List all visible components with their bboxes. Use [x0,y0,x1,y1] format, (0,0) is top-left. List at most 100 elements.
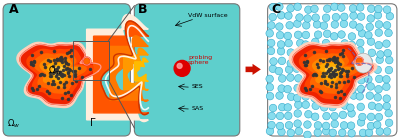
Circle shape [302,93,310,100]
Circle shape [266,30,274,37]
Circle shape [375,29,382,36]
Circle shape [359,129,367,137]
Circle shape [276,92,283,99]
Circle shape [287,74,294,81]
Circle shape [323,112,330,120]
Circle shape [332,13,340,21]
Circle shape [278,11,285,19]
Circle shape [322,14,330,22]
Circle shape [357,13,365,20]
Text: probing
sphere: probing sphere [188,55,212,65]
Circle shape [287,93,295,101]
Circle shape [324,5,331,12]
Polygon shape [20,44,101,105]
Circle shape [277,41,285,48]
Circle shape [356,39,364,47]
Circle shape [347,122,355,129]
Circle shape [376,128,384,135]
Circle shape [338,31,345,38]
Circle shape [305,111,312,118]
Circle shape [331,3,338,11]
Circle shape [285,39,292,47]
Polygon shape [306,54,359,93]
Circle shape [341,102,349,109]
Polygon shape [47,63,72,81]
Polygon shape [357,59,362,64]
Circle shape [285,12,292,19]
Circle shape [338,4,345,11]
Circle shape [287,129,295,137]
Circle shape [383,102,390,110]
Circle shape [340,122,348,129]
Circle shape [311,95,318,102]
Circle shape [276,122,284,130]
Polygon shape [300,49,366,99]
Circle shape [269,65,277,73]
Circle shape [374,121,381,129]
Polygon shape [355,57,363,65]
Circle shape [374,11,382,19]
Circle shape [385,119,393,127]
Circle shape [302,31,310,39]
Polygon shape [110,36,148,101]
Circle shape [320,104,328,111]
Circle shape [320,22,328,29]
Circle shape [376,56,384,64]
Circle shape [177,63,182,68]
Circle shape [340,20,348,28]
Circle shape [305,6,312,14]
Circle shape [293,65,300,72]
Polygon shape [40,59,79,87]
Polygon shape [290,42,377,108]
Polygon shape [83,57,91,65]
Circle shape [276,3,283,10]
Circle shape [383,22,391,29]
Circle shape [349,86,356,93]
Circle shape [294,110,302,117]
Circle shape [375,104,382,111]
Circle shape [329,103,336,111]
Circle shape [357,85,365,93]
Circle shape [304,131,311,138]
Circle shape [384,49,392,57]
Polygon shape [34,54,86,93]
Circle shape [266,83,274,91]
Circle shape [270,58,277,65]
Circle shape [270,3,277,11]
Circle shape [295,75,302,82]
Circle shape [368,102,376,110]
Circle shape [366,23,374,31]
Circle shape [284,85,292,93]
Circle shape [284,32,292,40]
Circle shape [383,83,390,91]
Circle shape [385,109,392,117]
Circle shape [302,22,310,29]
Circle shape [375,113,383,121]
Polygon shape [84,59,89,64]
Circle shape [367,15,374,22]
Circle shape [296,14,303,21]
Circle shape [266,75,274,83]
Circle shape [294,94,301,102]
Circle shape [266,92,274,100]
Circle shape [385,66,393,74]
Circle shape [375,41,382,49]
Circle shape [278,75,286,82]
Circle shape [376,75,383,83]
Circle shape [347,104,354,112]
Circle shape [377,51,384,58]
Circle shape [367,113,375,121]
Circle shape [356,24,363,31]
Circle shape [356,93,364,100]
Circle shape [268,112,276,120]
Circle shape [349,5,357,12]
Circle shape [278,128,285,136]
Circle shape [287,49,294,56]
Circle shape [275,67,283,75]
Circle shape [294,101,302,108]
Circle shape [368,49,376,57]
Circle shape [322,122,330,130]
Circle shape [358,77,365,84]
Circle shape [267,47,275,55]
FancyArrowPatch shape [246,64,261,75]
